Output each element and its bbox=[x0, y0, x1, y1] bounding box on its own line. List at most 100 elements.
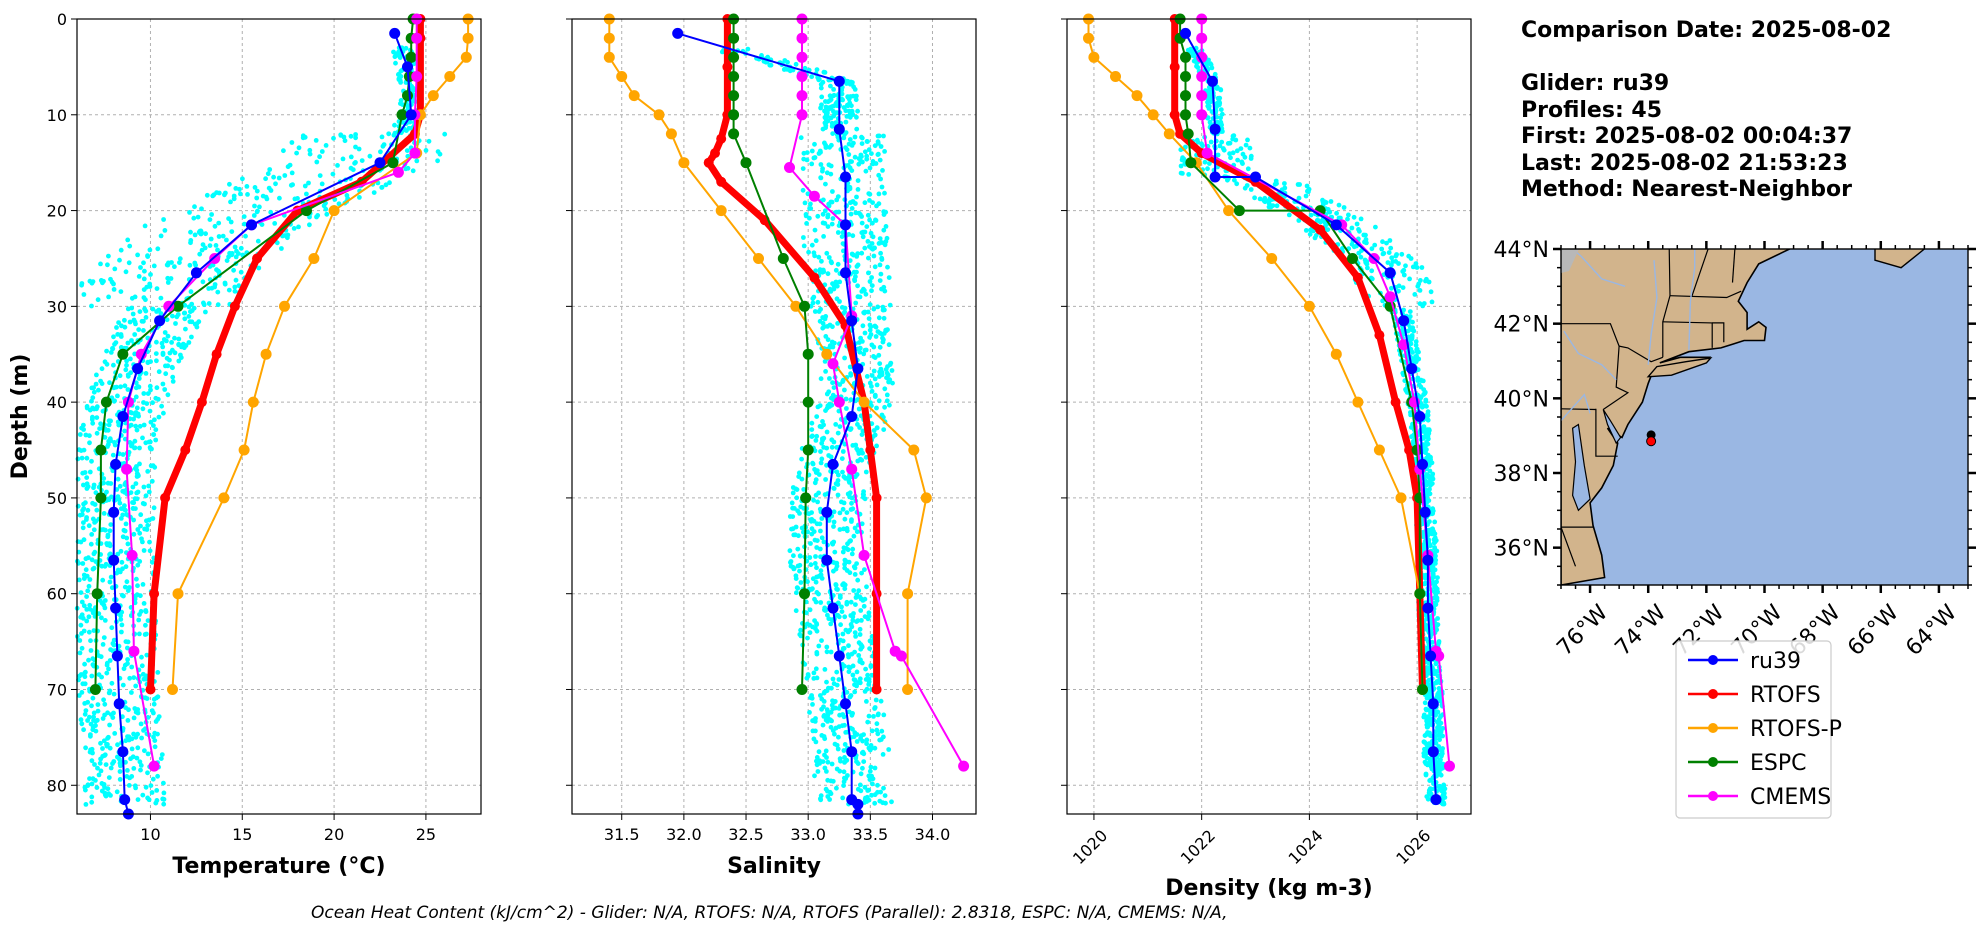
glider-cloud-point bbox=[145, 795, 151, 801]
glider-cloud-point bbox=[353, 132, 358, 137]
glider-cloud-point bbox=[168, 276, 174, 281]
data-point-ru39 bbox=[1398, 315, 1410, 327]
glider-cloud-point bbox=[865, 239, 871, 244]
glider-cloud-point bbox=[98, 378, 103, 384]
glider-cloud-point bbox=[835, 321, 840, 326]
data-point-ru39 bbox=[119, 794, 131, 806]
glider-cloud-point bbox=[96, 772, 102, 778]
glider-cloud-point bbox=[161, 796, 167, 802]
data-point-ru39 bbox=[833, 123, 845, 135]
glider-cloud-point bbox=[143, 676, 149, 682]
glider-cloud-point bbox=[843, 627, 849, 633]
map-state-border bbox=[1602, 346, 1630, 410]
data-point-cmems bbox=[1196, 71, 1208, 82]
glider-cloud-point bbox=[199, 206, 204, 212]
glider-cloud-point bbox=[840, 469, 845, 475]
glider-cloud-point bbox=[91, 628, 97, 633]
glider-cloud-point bbox=[129, 338, 134, 343]
glider-cloud-point bbox=[854, 592, 860, 597]
data-point-cmems bbox=[1433, 650, 1445, 662]
glider-cloud-point bbox=[227, 181, 232, 187]
glider-cloud-point bbox=[136, 473, 141, 479]
glider-cloud-point bbox=[136, 274, 142, 279]
glider-cloud-point bbox=[152, 744, 158, 750]
glider-cloud-point bbox=[121, 666, 127, 672]
data-point-rtofs bbox=[703, 157, 714, 168]
data-point-rtofs-p bbox=[1110, 71, 1121, 82]
glider-cloud-point bbox=[294, 150, 299, 156]
glider-cloud-point bbox=[844, 510, 850, 515]
glider-cloud-point bbox=[862, 567, 867, 572]
y-tick-label: 30 bbox=[47, 297, 67, 316]
glider-cloud-point bbox=[233, 277, 239, 283]
glider-cloud-point bbox=[80, 508, 85, 513]
glider-cloud-point bbox=[1191, 53, 1197, 59]
glider-cloud-point bbox=[120, 682, 126, 688]
glider-cloud-point bbox=[869, 283, 875, 288]
series-line-rtofs bbox=[147, 19, 424, 690]
glider-cloud-point bbox=[1270, 203, 1276, 209]
axes-frame bbox=[571, 18, 977, 815]
glider-cloud-point bbox=[137, 445, 142, 451]
glider-cloud-point bbox=[1379, 246, 1385, 252]
glider-cloud-point bbox=[135, 384, 141, 389]
glider-cloud-point bbox=[82, 681, 88, 687]
glider-cloud-point bbox=[319, 181, 325, 187]
glider-cloud-point bbox=[238, 269, 244, 275]
glider-cloud-point bbox=[89, 794, 95, 800]
glider-cloud-point bbox=[104, 670, 110, 676]
glider-cloud-point bbox=[122, 584, 128, 590]
map-lon-label: 76°W bbox=[1552, 600, 1613, 661]
glider-cloud-point bbox=[839, 305, 845, 310]
glider-cloud-point bbox=[102, 701, 108, 707]
glider-cloud-point bbox=[837, 279, 843, 285]
y-tick-label: 20 bbox=[47, 202, 67, 221]
glider-cloud-point bbox=[77, 673, 82, 679]
data-point-ru39 bbox=[821, 554, 833, 566]
glider-cloud-point bbox=[150, 776, 156, 782]
glider-cloud-point bbox=[124, 774, 130, 779]
glider-cloud-point bbox=[1234, 181, 1240, 187]
glider-cloud-point bbox=[807, 630, 813, 635]
data-point-ru39 bbox=[110, 602, 122, 614]
glider-cloud-point bbox=[874, 382, 880, 388]
glider-cloud-point bbox=[254, 195, 260, 201]
glider-cloud-point bbox=[156, 414, 162, 420]
glider-cloud-point bbox=[1358, 216, 1364, 222]
glider-cloud-point bbox=[857, 782, 863, 788]
x-tick-label: 1024 bbox=[1284, 826, 1326, 868]
glider-cloud-point bbox=[208, 236, 214, 242]
glider-cloud-point bbox=[243, 233, 248, 239]
glider-cloud-point bbox=[154, 339, 159, 345]
glider-cloud-point bbox=[98, 261, 103, 267]
glider-cloud-point bbox=[125, 373, 131, 379]
data-point-ru39 bbox=[833, 650, 845, 662]
glider-cloud-point bbox=[819, 258, 824, 264]
glider-cloud-point bbox=[125, 645, 130, 651]
glider-cloud-point bbox=[881, 785, 886, 791]
glider-cloud-point bbox=[815, 299, 821, 305]
map-lat-label: 36°N bbox=[1494, 537, 1549, 562]
glider-cloud-point bbox=[89, 385, 95, 391]
glider-cloud-point bbox=[1432, 545, 1437, 550]
glider-cloud-point bbox=[797, 568, 802, 574]
glider-cloud-point bbox=[1401, 267, 1407, 273]
glider-cloud-point bbox=[107, 380, 112, 386]
glider-cloud-point bbox=[855, 187, 861, 192]
glider-cloud-point bbox=[883, 224, 889, 229]
glider-cloud-point bbox=[872, 800, 878, 806]
glider-cloud-point bbox=[853, 300, 859, 306]
glider-cloud-point bbox=[818, 449, 823, 454]
glider-cloud-point bbox=[379, 185, 385, 190]
glider-cloud-point bbox=[265, 171, 271, 177]
glider-cloud-point bbox=[108, 765, 114, 771]
glider-cloud-point bbox=[882, 386, 888, 392]
data-point-rtofs-p bbox=[1352, 396, 1364, 408]
glider-cloud-point bbox=[87, 278, 93, 284]
glider-cloud-point bbox=[161, 217, 167, 222]
glider-cloud-point bbox=[759, 53, 764, 58]
glider-cloud-point bbox=[192, 321, 198, 327]
glider-cloud-point bbox=[826, 616, 832, 622]
glider-cloud-point bbox=[1420, 303, 1426, 309]
